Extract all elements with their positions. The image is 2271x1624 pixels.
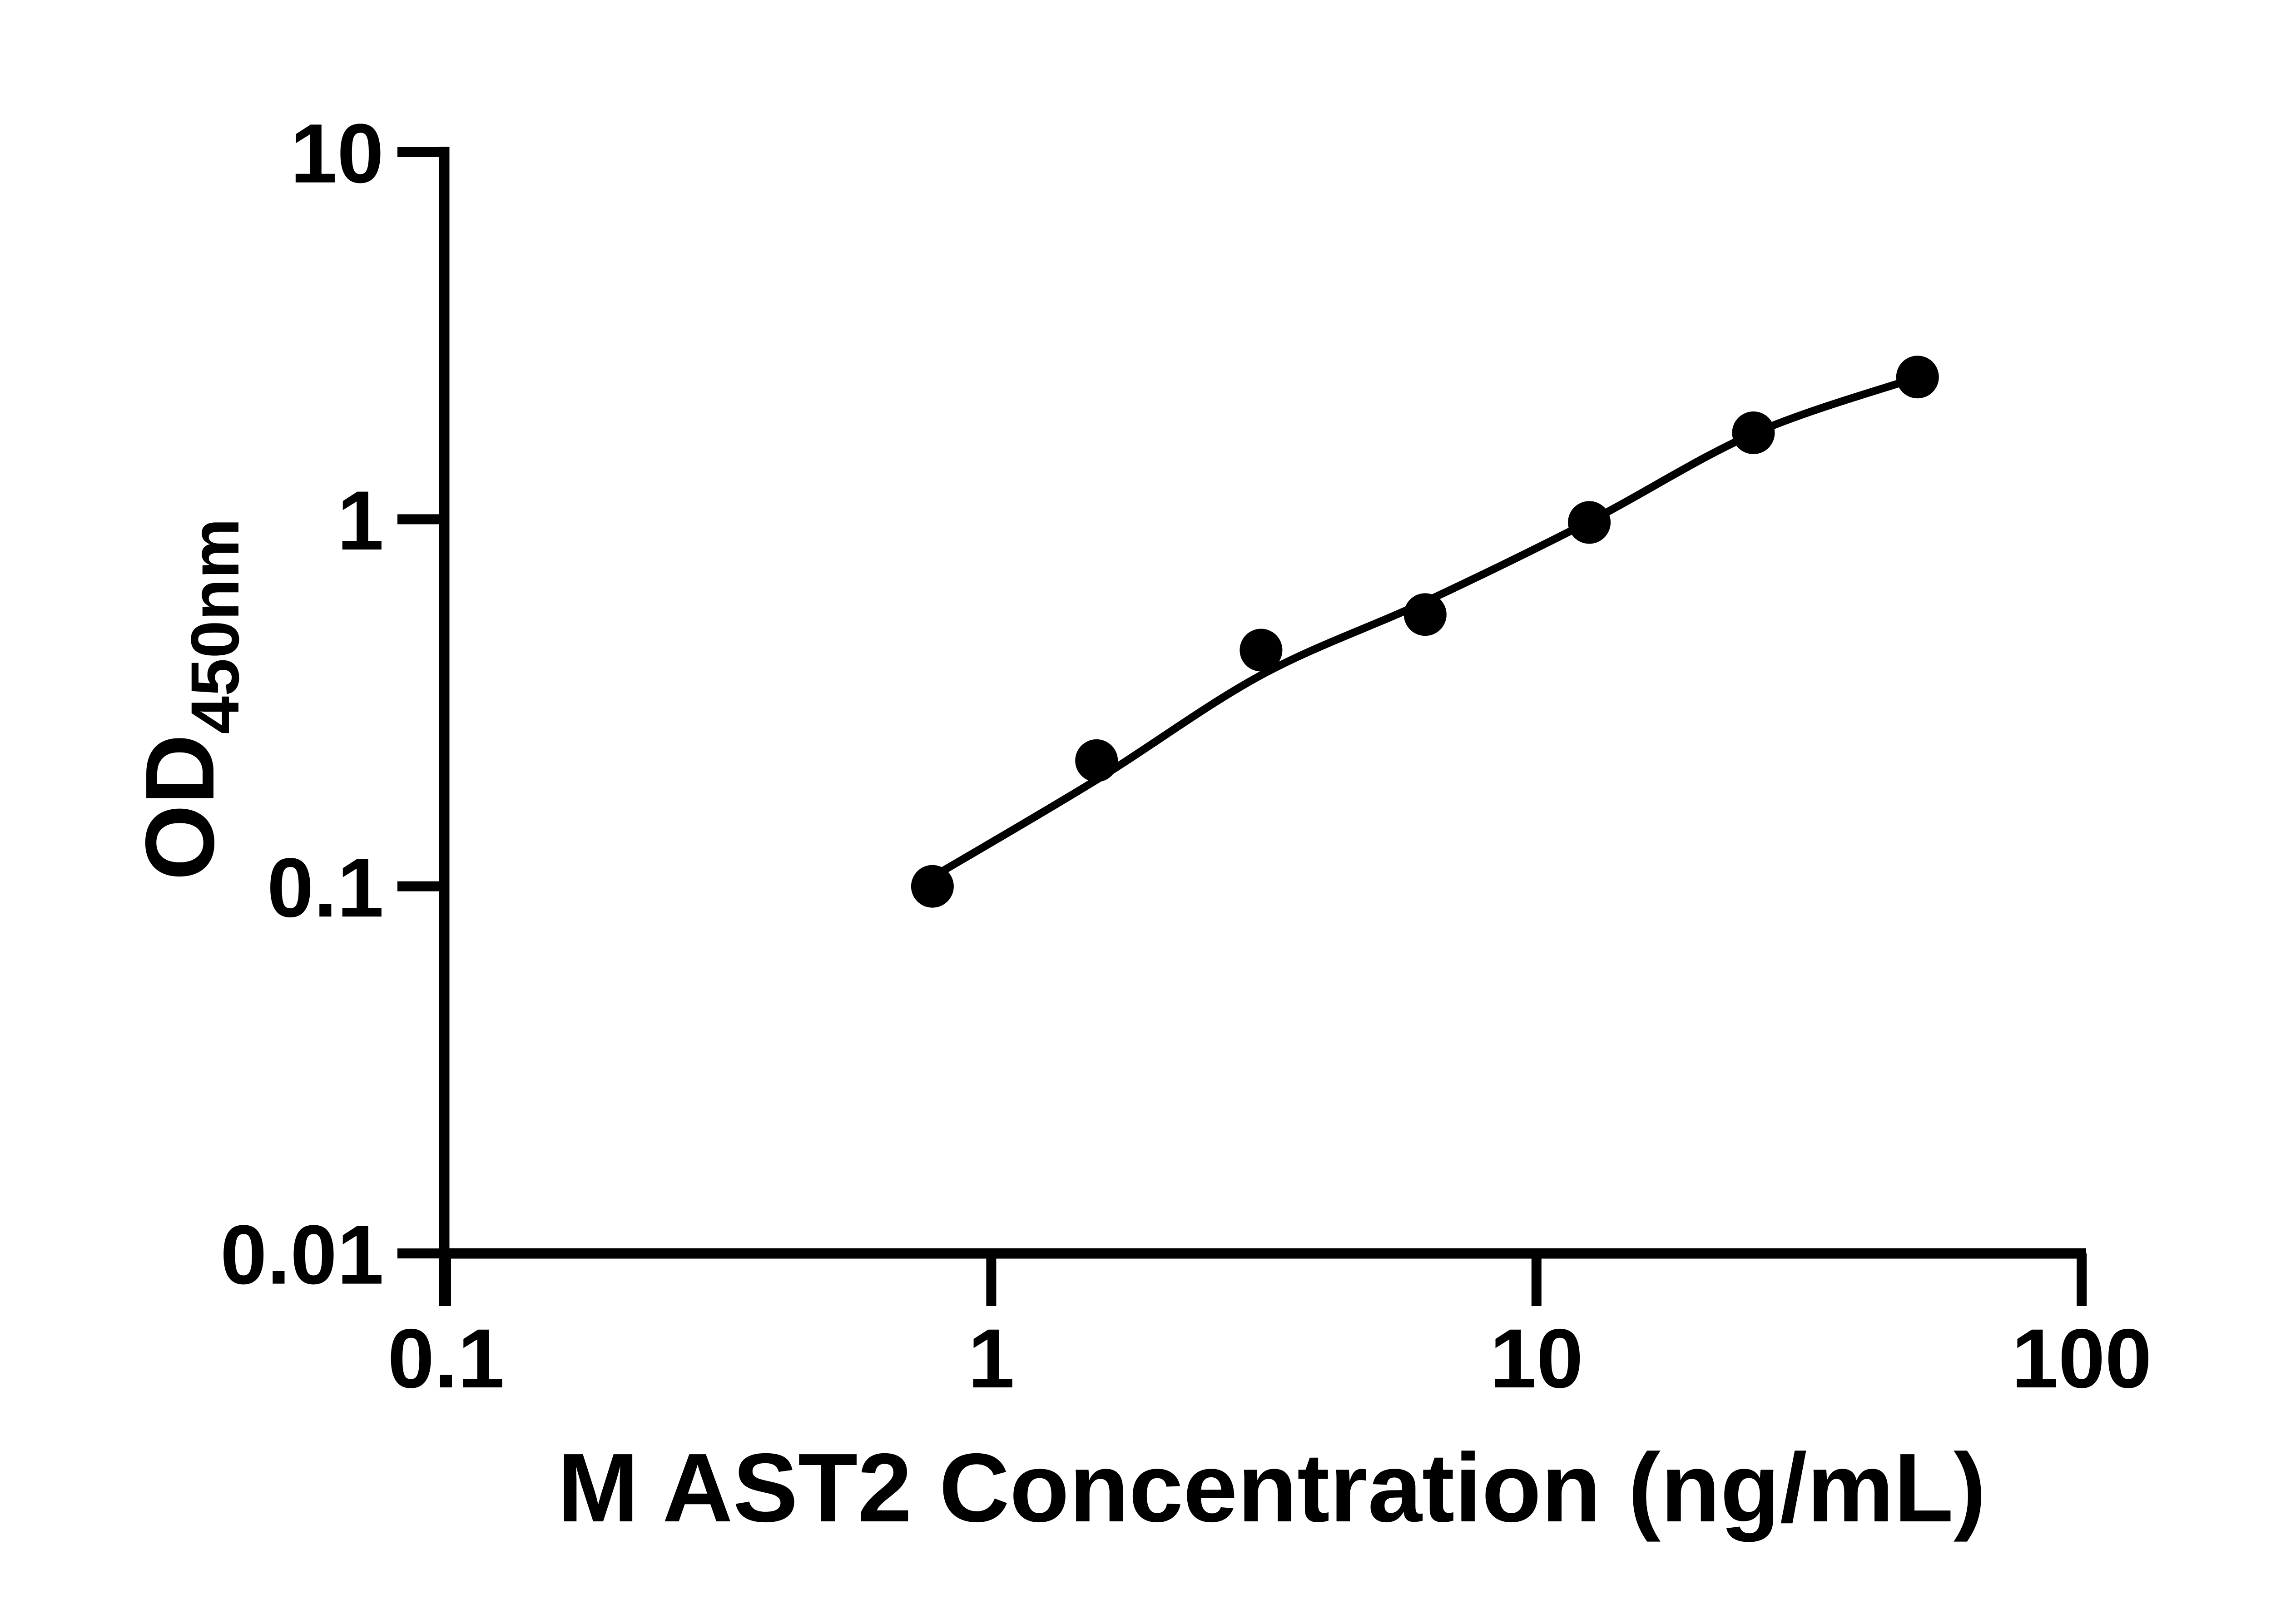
x-axis-title: M AST2 Concentration (ng/mL) xyxy=(557,1433,1986,1542)
y-axis-title-subscript: 450nm xyxy=(177,518,253,734)
data-point xyxy=(1240,629,1283,672)
y-tick-label: 0.01 xyxy=(220,1208,384,1302)
x-tick-label: 100 xyxy=(2012,1312,2152,1406)
data-point xyxy=(1732,411,1775,454)
y-tick-label: 1 xyxy=(337,474,384,568)
y-tick-label: 0.1 xyxy=(267,841,384,935)
x-tick-label: 0.1 xyxy=(387,1312,504,1406)
data-point xyxy=(1403,593,1447,636)
data-points-group xyxy=(911,356,1939,908)
data-point xyxy=(911,865,954,908)
y-axis-ticks: 10 1 0.1 0.01 xyxy=(220,107,444,1302)
data-point xyxy=(1568,501,1611,544)
y-axis-title: OD450nm xyxy=(125,518,253,881)
x-tick-label: 10 xyxy=(1490,1312,1583,1406)
x-axis-ticks: 0.1 1 10 100 xyxy=(387,1253,2152,1406)
y-tick-label: 10 xyxy=(290,107,384,201)
y-axis-title-main: OD xyxy=(125,734,234,881)
x-tick-label: 1 xyxy=(968,1312,1015,1406)
data-point xyxy=(1896,356,1939,399)
data-point xyxy=(1075,739,1118,782)
